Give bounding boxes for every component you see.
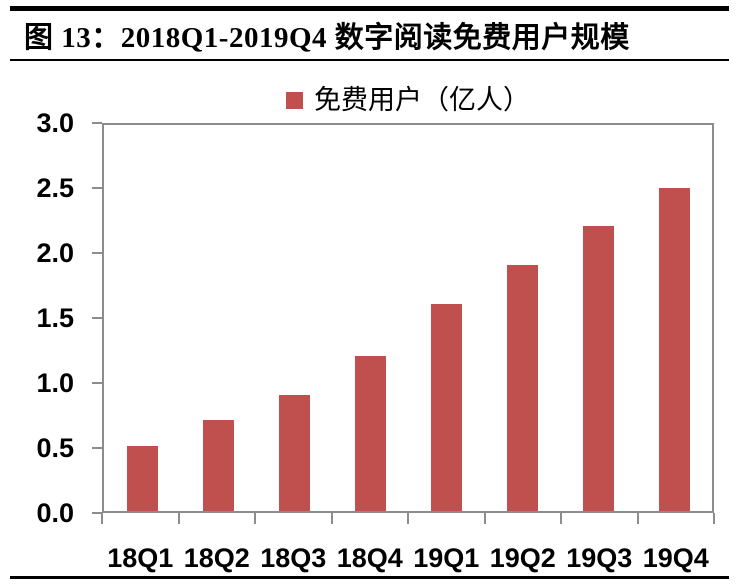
y-tick-1.5	[92, 317, 102, 319]
x-axis-label-18Q2: 18Q2	[183, 543, 250, 573]
bar-18Q2	[202, 420, 234, 511]
bar-18Q3	[278, 395, 310, 511]
y-tick-2.5	[92, 187, 102, 189]
bar-slot-18Q1	[104, 446, 180, 511]
x-axis-label-19Q4: 19Q4	[642, 543, 709, 573]
bar-slot-19Q1	[408, 304, 484, 511]
bar-slot-18Q2	[180, 420, 256, 511]
bar-18Q1	[126, 446, 158, 511]
x-axis-label-18Q3: 18Q3	[260, 543, 327, 573]
bar-19Q2	[506, 265, 538, 511]
chart-legend: 免费用户（亿人）	[102, 84, 714, 116]
x-axis-label-18Q4: 18Q4	[336, 543, 403, 573]
title-rule	[10, 59, 729, 61]
y-axis-label-1.5: 1.5	[36, 303, 74, 333]
y-axis-label-2.5: 2.5	[36, 173, 74, 203]
x-tick-2	[254, 513, 256, 524]
y-axis-label-0.0: 0.0	[36, 498, 74, 528]
x-tick-4	[407, 513, 409, 524]
x-axis-label-19Q3: 19Q3	[566, 543, 633, 573]
bar-19Q3	[582, 226, 614, 511]
x-tick-5	[484, 513, 486, 524]
x-axis-label-18Q1: 18Q1	[107, 543, 174, 573]
x-axis-label-19Q2: 19Q2	[489, 543, 556, 573]
x-tick-0	[101, 513, 103, 524]
bar-19Q1	[430, 304, 462, 511]
top-rule	[10, 6, 729, 11]
y-tick-1.0	[92, 382, 102, 384]
y-tick-2.0	[92, 252, 102, 254]
x-tick-3	[331, 513, 333, 524]
x-tick-8	[713, 513, 715, 524]
x-tick-1	[178, 513, 180, 524]
legend-swatch	[286, 91, 303, 109]
y-axis-label-1.0: 1.0	[36, 368, 74, 398]
bar-slot-19Q4	[636, 188, 712, 511]
bottom-rule	[10, 576, 729, 579]
bar-slot-19Q2	[484, 265, 560, 511]
y-axis-label-2.0: 2.0	[36, 238, 74, 268]
y-tick-0.5	[92, 447, 102, 449]
bar-slot-18Q3	[256, 395, 332, 511]
figure-title: 图 13：2018Q1-2019Q4 数字阅读免费用户规模	[24, 22, 630, 54]
x-tick-6	[560, 513, 562, 524]
bar-slot-19Q3	[560, 226, 636, 511]
plot-area	[102, 123, 714, 513]
x-axis-label-19Q1: 19Q1	[413, 543, 480, 573]
x-tick-7	[637, 513, 639, 524]
y-axis-label-3.0: 3.0	[36, 108, 74, 138]
y-axis-label-0.5: 0.5	[36, 433, 74, 463]
y-tick-3.0	[92, 122, 102, 124]
y-tick-0.0	[92, 512, 102, 514]
x-axis-labels: 18Q1 18Q2 18Q3 18Q4 19Q1 19Q2 19Q3 19Q4	[102, 542, 714, 574]
bar-18Q4	[354, 356, 386, 511]
bar-19Q4	[658, 188, 690, 511]
bar-slot-18Q4	[332, 356, 408, 511]
legend-label: 免费用户（亿人）	[314, 84, 530, 115]
